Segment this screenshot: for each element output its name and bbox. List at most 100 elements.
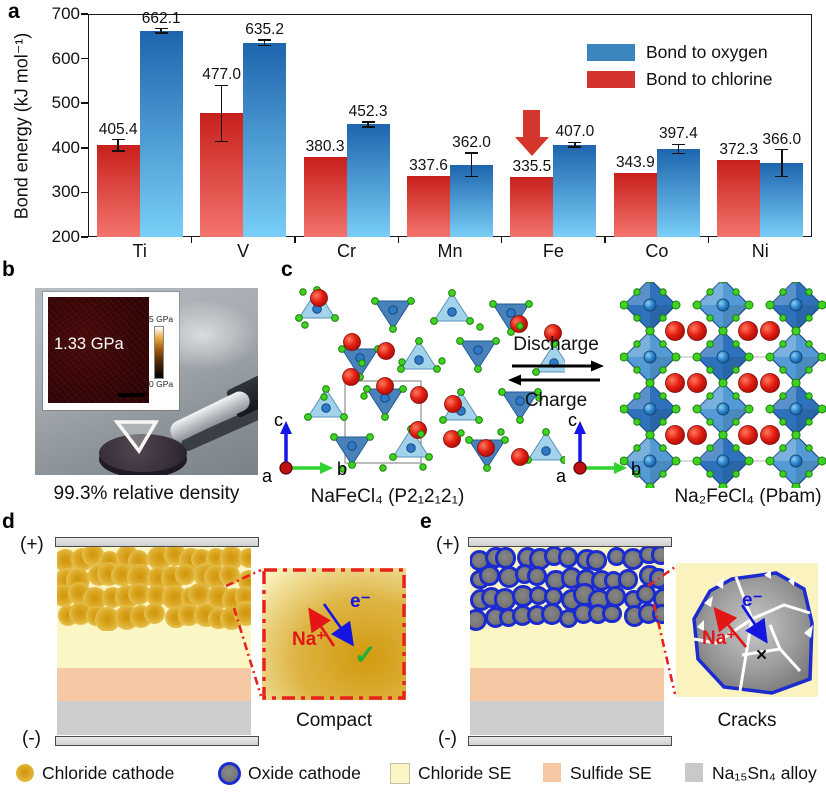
chloride-cathode-particle [94,607,120,631]
cl-atom [706,314,714,322]
cl-atom [645,482,655,488]
cl-atom [732,340,740,348]
x-category-label: Fe [542,241,564,261]
cl-atom [718,482,728,488]
cl-atom [633,444,641,452]
axis-triad-right: c b a [556,410,641,486]
oxide-cathode-particle [499,608,519,628]
na-atom [376,377,394,395]
cl-atom [389,453,397,461]
chloride-cathode-swatch-icon [16,764,34,782]
cl-atom [415,337,423,345]
cl-atom [620,456,629,466]
fe-atom [414,355,424,365]
na-atom [665,373,685,393]
fecl4-tetrahedron [501,391,539,421]
panel-d-chloride-stack: d (+) (-) Na⁺ [0,510,420,755]
alloy-anode-layer [57,701,251,735]
fecl4-tetrahedron [400,340,438,370]
cl-atom [475,416,483,424]
error-bar-cap [154,32,168,34]
panel-label-a: a [8,0,20,23]
cl-atom [476,323,484,331]
error-bar-cap [671,152,685,155]
na-atom [444,395,462,413]
left-formula: NaFeCl₄ (P2₁2₁2₁) [310,486,465,507]
positive-terminal: (+) [20,534,44,555]
nafecl4-structure [295,286,565,473]
fecl4-tetrahedron [459,340,497,370]
c-axis-arrow [280,421,292,434]
colorbar-min-label: 0 GPa [149,379,174,389]
cl-atom [805,366,813,374]
cl-atom [295,314,303,322]
y-tick-label: 200 [51,227,80,246]
error-bar [367,121,369,128]
na-ion-label: Na⁺ [292,629,327,650]
fecl4-tetrahedron [433,292,471,322]
cl-atom [659,366,667,374]
na-atom [477,439,495,457]
oxide-cathode-particle [576,548,598,571]
chloride-cathode-particle [128,582,151,605]
fe-atom [321,403,331,413]
na-atom [410,386,428,404]
oxide-cathode-particle [648,568,664,590]
sulfide-se-layer [57,668,251,701]
cl-atom [744,404,754,414]
oxide-cathode-particle [561,589,584,612]
bar-value-label: 477.0 [202,66,242,84]
error-bar [117,139,119,152]
fe-atom [716,298,730,312]
bar-Mn-chlorine [407,175,450,237]
b-axis-arrow [614,462,627,474]
error-bar [160,28,162,34]
cl-atom [456,337,464,345]
cl-atom [791,482,801,488]
legend-label: Sulfide SE [570,763,652,783]
cl-atom [706,340,714,348]
a-axis-label: a [262,466,273,486]
oxide-cathode-particle [529,586,549,606]
check-mark: ✓ [354,640,377,670]
top-current-collector [468,537,672,547]
cl-atom [779,288,787,296]
na-atom [738,425,758,445]
cl-atom [765,352,775,362]
cl-atom [659,340,667,348]
legend-label: Chloride SE [418,763,512,783]
cl-atom [417,430,425,438]
oxide-cathode-particle [512,585,534,607]
cl-atom [489,300,497,308]
panel-c-structures: c Discharge [250,258,826,510]
oxide-cathode-region [470,547,664,635]
cl-atom [659,314,667,322]
chart-legend-swatch [587,44,635,61]
panel-b-photo: b 1.33 GPa 5 GPa 0 GPa 99.3% relati [0,258,270,510]
pellet-disc [99,434,187,472]
cl-atom [706,470,714,478]
cl-atom [331,314,339,322]
oxide-cathode-particle [602,603,622,624]
na-ion-label: Na⁺ [702,628,737,649]
na-atom [760,425,780,445]
b-axis-arrow [320,462,333,474]
oxide-cathode-particle [606,547,627,567]
x-axis-tick [397,237,400,243]
oxide-cathode-particle [651,603,664,625]
y-tick-label: 400 [51,137,80,157]
error-bar-cap [465,175,478,178]
top-current-collector [55,537,259,547]
c-axis-arrow [574,421,586,434]
oxide-cathode-particle [527,565,547,586]
fecl4-tetrahedron [333,436,371,466]
na-ion-arrow [308,607,336,647]
fecl4-tetrahedron [307,388,345,418]
bar-Ti-oxygen [139,30,183,237]
cl-atom [397,365,405,373]
fe-atom [347,441,357,451]
oxide-cathode-particle [494,588,517,611]
error-bar [781,149,783,177]
cl-atom [706,288,714,296]
cl-atom [765,456,775,466]
